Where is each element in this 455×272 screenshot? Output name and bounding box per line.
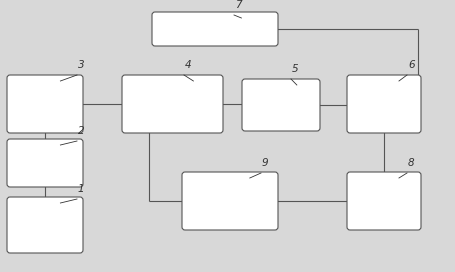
FancyBboxPatch shape [7, 197, 83, 253]
Text: 9: 9 [262, 158, 268, 168]
FancyBboxPatch shape [346, 75, 420, 133]
FancyBboxPatch shape [152, 12, 278, 46]
Text: 2: 2 [78, 126, 85, 136]
Text: 6: 6 [407, 60, 414, 70]
FancyBboxPatch shape [182, 172, 278, 230]
Text: 3: 3 [78, 60, 85, 70]
Text: 8: 8 [407, 158, 414, 168]
FancyBboxPatch shape [242, 79, 319, 131]
Text: 5: 5 [291, 64, 298, 74]
FancyBboxPatch shape [7, 75, 83, 133]
Text: 7: 7 [234, 0, 241, 10]
FancyBboxPatch shape [122, 75, 222, 133]
FancyBboxPatch shape [7, 139, 83, 187]
FancyBboxPatch shape [346, 172, 420, 230]
Text: 4: 4 [185, 60, 191, 70]
Text: 1: 1 [78, 184, 85, 194]
